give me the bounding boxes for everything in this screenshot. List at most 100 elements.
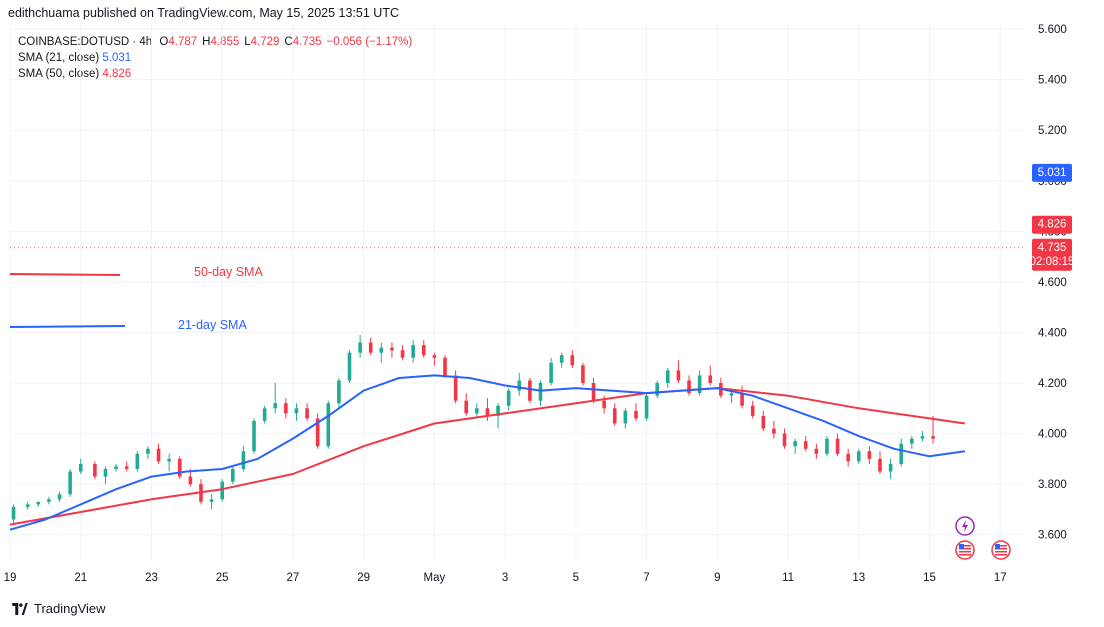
x-tick-label: May bbox=[424, 572, 446, 584]
candle-body bbox=[156, 448, 161, 462]
sma21-annotation-line bbox=[9, 325, 126, 328]
candle-body bbox=[581, 365, 585, 384]
x-tick-label: 9 bbox=[714, 572, 720, 584]
y-tick-label: 4.400 bbox=[1038, 327, 1067, 339]
candle-body bbox=[634, 410, 638, 419]
ohlc-item: H4.855 bbox=[202, 36, 240, 48]
candle-body bbox=[411, 345, 415, 358]
sma50-legend-label[interactable]: SMA (50, close) bbox=[18, 68, 100, 80]
candle-body bbox=[103, 468, 108, 477]
candle-body bbox=[443, 357, 447, 376]
candle-body bbox=[591, 383, 596, 401]
candle-body bbox=[167, 458, 171, 462]
x-tick-label: 15 bbox=[923, 572, 936, 584]
candle-body bbox=[57, 494, 62, 500]
candle-body bbox=[825, 438, 829, 454]
candle-body bbox=[241, 451, 246, 469]
sma21-line bbox=[9, 374, 966, 531]
candle-body bbox=[655, 383, 659, 396]
candle-body bbox=[559, 355, 564, 363]
us-flag-event-icon-stripe bbox=[959, 548, 971, 550]
candle-body bbox=[644, 395, 649, 419]
candle-body bbox=[284, 403, 288, 414]
candle-body bbox=[36, 501, 41, 505]
us-flag-event-icon-stripe bbox=[995, 551, 1007, 553]
candle-body bbox=[273, 403, 278, 409]
ohlc-item: C4.735 bbox=[284, 36, 322, 48]
tradingview-logo-icon bbox=[12, 602, 28, 615]
candle-body bbox=[252, 420, 256, 452]
candle-body bbox=[432, 355, 437, 358]
candle-body bbox=[93, 463, 97, 477]
candle-body bbox=[623, 410, 628, 424]
candle-body bbox=[78, 463, 83, 472]
ohlc-item: O4.787 bbox=[159, 36, 198, 48]
us-flag-event-icon-stripe bbox=[959, 545, 971, 547]
us-flag-event-icon-stripe bbox=[995, 545, 1007, 547]
candle-body bbox=[114, 466, 118, 469]
candle-body bbox=[570, 355, 575, 366]
candle-body bbox=[729, 393, 734, 396]
x-tick-label: 19 bbox=[4, 572, 17, 584]
ohlc-item: −0.056 (−1.17%) bbox=[326, 36, 413, 48]
sma50-price-tag-text: 4.826 bbox=[1038, 219, 1067, 231]
sma50-annotation-line bbox=[9, 273, 121, 276]
y-tick-label: 4.200 bbox=[1038, 378, 1067, 390]
x-tick-label: 11 bbox=[782, 572, 794, 584]
us-flag-event-icon[interactable] bbox=[955, 540, 975, 560]
candle-body bbox=[326, 403, 331, 447]
x-tick-label: 25 bbox=[216, 572, 229, 584]
candle-body bbox=[666, 370, 670, 384]
candle-body bbox=[262, 408, 267, 421]
y-tick-label: 5.400 bbox=[1038, 75, 1067, 87]
candle-body bbox=[899, 443, 904, 464]
candle-body bbox=[400, 350, 405, 358]
candle-body bbox=[305, 408, 309, 419]
candle-body bbox=[506, 390, 511, 406]
candle-body bbox=[421, 345, 426, 356]
economic-event-bolt-icon-glyph bbox=[962, 520, 968, 532]
ohlc-readout: O4.787 H4.855 L4.729 C4.735 −0.056 (−1.17%) bbox=[155, 36, 412, 48]
us-flag-event-icon-stripe bbox=[959, 554, 971, 556]
us-flag-event-icon-canton bbox=[995, 544, 1000, 549]
sma21-price-tag-bg bbox=[1032, 163, 1072, 182]
candle-body bbox=[485, 408, 490, 416]
candle-body bbox=[294, 408, 299, 414]
candle-body bbox=[697, 375, 702, 394]
y-tick-label: 4.600 bbox=[1038, 277, 1067, 289]
publish-line: edithchuama published on TradingView.com… bbox=[8, 6, 399, 20]
candle-body bbox=[772, 428, 776, 434]
last-price-tag-text: 4.735 bbox=[1038, 242, 1067, 254]
tradingview-footer[interactable]: TradingView bbox=[10, 601, 106, 616]
candle-body bbox=[368, 342, 373, 353]
candle-body bbox=[11, 506, 16, 520]
x-tick-label: 5 bbox=[573, 572, 579, 584]
candle-body bbox=[740, 393, 744, 406]
candle-body bbox=[687, 380, 691, 394]
us-flag-event-icon[interactable] bbox=[991, 540, 1011, 560]
candle-body bbox=[920, 436, 925, 439]
sma21-legend-label[interactable]: SMA (21, close) bbox=[18, 52, 100, 64]
us-flag-event-icon-stripe bbox=[995, 554, 1007, 556]
symbol-label[interactable]: COINBASE:DOTUSD · 4h bbox=[18, 36, 153, 48]
chart-legend: COINBASE:DOTUSD · 4h O4.787 H4.855 L4.729 C… bbox=[18, 34, 412, 82]
x-tick-label: 7 bbox=[643, 572, 649, 584]
candle-body bbox=[549, 362, 553, 384]
y-tick-label: 3.600 bbox=[1038, 530, 1067, 542]
candle-body bbox=[220, 481, 224, 500]
y-tick-label: 4.000 bbox=[1038, 429, 1067, 441]
sma50-price-tag-bg bbox=[1032, 215, 1072, 234]
x-tick-label: 23 bbox=[145, 572, 158, 584]
candle-body bbox=[878, 458, 882, 472]
candle-body bbox=[358, 342, 362, 353]
y-tick-label: 3.800 bbox=[1038, 479, 1067, 491]
candle-body bbox=[888, 463, 893, 472]
x-tick-label: 29 bbox=[357, 572, 370, 584]
y-tick-label: 5.200 bbox=[1038, 125, 1067, 137]
candle-body bbox=[750, 405, 755, 416]
candle-body bbox=[390, 347, 394, 351]
last-price-tag-bg bbox=[1032, 238, 1072, 271]
x-tick-label: 17 bbox=[994, 572, 1007, 584]
sma21-annotation-label: 21-day SMA bbox=[178, 318, 247, 332]
